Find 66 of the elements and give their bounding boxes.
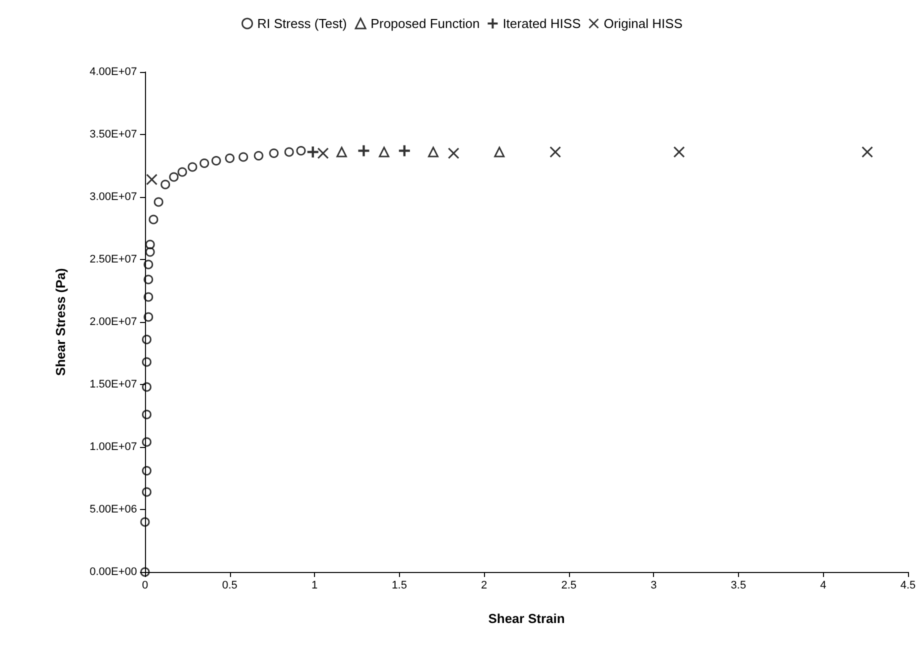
point xyxy=(142,466,152,476)
x-tick-label: 4 xyxy=(820,580,826,592)
point xyxy=(358,145,370,156)
x-tick-label: 3.5 xyxy=(730,580,746,592)
point xyxy=(144,274,154,284)
legend-label: Iterated HISS xyxy=(502,16,582,31)
x-tick-label: 3 xyxy=(650,580,657,592)
point xyxy=(142,437,152,447)
point xyxy=(140,517,150,527)
x-tick-label: 1 xyxy=(311,580,318,592)
y-tick-label: 0.00E+00 xyxy=(90,566,137,578)
point xyxy=(336,146,347,158)
point xyxy=(142,334,152,344)
point xyxy=(188,162,198,172)
legend-label: Proposed Function xyxy=(370,16,480,31)
x-axis-title: Shear Strain xyxy=(488,611,565,626)
point xyxy=(225,154,235,163)
point xyxy=(178,167,188,177)
legend-label: Original HISS xyxy=(604,16,683,31)
point xyxy=(269,148,279,158)
x-tick-label: 4.5 xyxy=(900,580,916,592)
y-tick-label: 1.50E+07 xyxy=(90,378,137,390)
point xyxy=(160,180,170,190)
y-tick-label: 1.00E+07 xyxy=(90,441,137,453)
point xyxy=(448,148,460,159)
y-tick-label: 3.00E+07 xyxy=(90,191,137,203)
point xyxy=(211,156,221,166)
y-axis-title: Shear Stress (Pa) xyxy=(53,268,68,376)
point xyxy=(254,151,264,160)
point xyxy=(142,382,152,392)
point xyxy=(378,146,390,158)
point xyxy=(307,146,318,158)
point xyxy=(318,148,329,159)
point xyxy=(148,214,158,224)
point xyxy=(146,174,158,185)
point xyxy=(142,410,152,420)
point xyxy=(238,152,248,162)
point xyxy=(169,172,179,182)
point xyxy=(550,146,561,158)
x-tick-label: 2.5 xyxy=(561,580,577,592)
point xyxy=(144,292,154,302)
point xyxy=(142,357,152,367)
point xyxy=(296,146,306,156)
y-tick-label: 3.50E+07 xyxy=(90,128,137,140)
point xyxy=(284,147,294,157)
point xyxy=(145,247,155,257)
point xyxy=(144,312,154,322)
point xyxy=(144,260,154,270)
y-tick-label: 2.50E+07 xyxy=(90,254,137,266)
point xyxy=(674,146,685,158)
x-tick-label: 0 xyxy=(142,580,148,592)
point xyxy=(142,487,152,497)
point xyxy=(862,146,873,158)
x-tick-label: 0.5 xyxy=(222,580,238,592)
y-tick-label: 2.00E+07 xyxy=(90,316,137,328)
point xyxy=(428,146,438,158)
y-tick-label: 4.00E+07 xyxy=(90,66,137,78)
y-tick-label: 5.00E+06 xyxy=(90,504,137,516)
point xyxy=(494,146,505,158)
point xyxy=(398,145,410,156)
x-tick-label: 1.5 xyxy=(392,580,407,592)
x-tick-label: 2 xyxy=(481,580,488,592)
legend-label: RI Stress (Test) xyxy=(257,16,347,31)
point xyxy=(200,158,210,168)
point xyxy=(145,240,155,250)
point xyxy=(154,197,164,207)
